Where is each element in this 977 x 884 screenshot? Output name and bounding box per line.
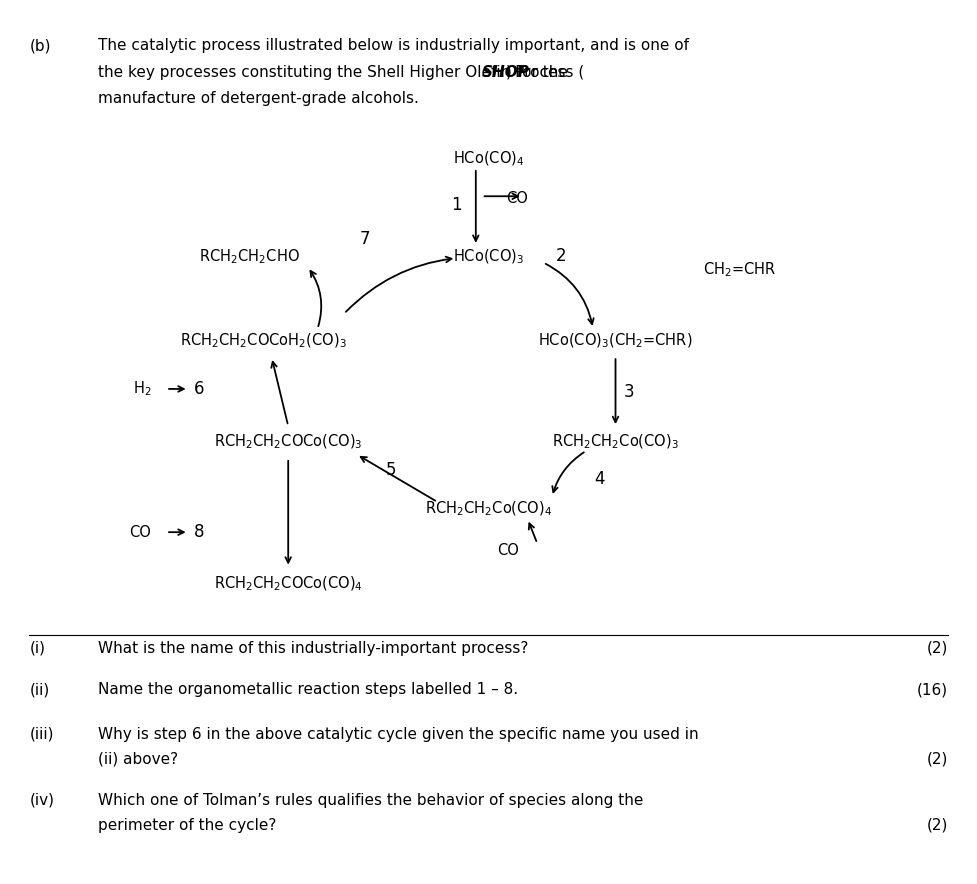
Text: ) for the: ) for the: [506, 65, 569, 80]
Text: RCH$_2$CH$_2$Co(CO)$_4$: RCH$_2$CH$_2$Co(CO)$_4$: [425, 499, 552, 517]
Text: RCH$_2$CH$_2$COCo(CO)$_3$: RCH$_2$CH$_2$COCo(CO)$_3$: [214, 433, 362, 451]
Text: $\mathit{5}$: $\mathit{5}$: [385, 461, 397, 479]
Text: perimeter of the cycle?: perimeter of the cycle?: [98, 818, 276, 833]
Text: Why is step 6 in the above catalytic cycle given the specific name you used in: Why is step 6 in the above catalytic cyc…: [98, 727, 699, 742]
Text: manufacture of detergent-grade alcohols.: manufacture of detergent-grade alcohols.: [98, 91, 418, 106]
Text: (ii) above?: (ii) above?: [98, 751, 178, 766]
Text: (2): (2): [926, 751, 948, 766]
Text: (16): (16): [916, 682, 948, 697]
Text: CH$_2$=CHR: CH$_2$=CHR: [703, 260, 777, 279]
Text: $\mathit{7}$: $\mathit{7}$: [359, 230, 370, 248]
Text: The catalytic process illustrated below is industrially important, and is one of: The catalytic process illustrated below …: [98, 38, 689, 53]
Text: (iv): (iv): [29, 793, 55, 808]
Text: HCo(CO)$_3$(CH$_2$=CHR): HCo(CO)$_3$(CH$_2$=CHR): [538, 332, 693, 349]
Text: CO: CO: [130, 525, 151, 539]
Text: SHOP: SHOP: [483, 65, 531, 80]
Text: RCH$_2$CH$_2$CHO: RCH$_2$CH$_2$CHO: [198, 247, 300, 266]
Text: the key processes constituting the Shell Higher Olefin Process (: the key processes constituting the Shell…: [98, 65, 584, 80]
Text: RCH$_2$CH$_2$COCo(CO)$_4$: RCH$_2$CH$_2$COCo(CO)$_4$: [214, 575, 362, 592]
Text: HCo(CO)$_4$: HCo(CO)$_4$: [452, 150, 525, 168]
Text: $\mathit{6}$: $\mathit{6}$: [193, 380, 205, 398]
Text: RCH$_2$CH$_2$Co(CO)$_3$: RCH$_2$CH$_2$Co(CO)$_3$: [552, 433, 679, 451]
Text: (2): (2): [926, 641, 948, 656]
Text: HCo(CO)$_3$: HCo(CO)$_3$: [453, 248, 524, 265]
Text: $\mathit{1}$: $\mathit{1}$: [450, 196, 462, 214]
Text: H$_2$: H$_2$: [133, 379, 151, 399]
Text: (i): (i): [29, 641, 45, 656]
Text: CO: CO: [497, 544, 519, 558]
Text: Which one of Tolman’s rules qualifies the behavior of species along the: Which one of Tolman’s rules qualifies th…: [98, 793, 643, 808]
Text: RCH$_2$CH$_2$COCoH$_2$(CO)$_3$: RCH$_2$CH$_2$COCoH$_2$(CO)$_3$: [181, 332, 347, 349]
Text: $\mathit{3}$: $\mathit{3}$: [623, 383, 635, 400]
Text: CO: CO: [506, 192, 528, 206]
Text: Name the organometallic reaction steps labelled 1 – 8.: Name the organometallic reaction steps l…: [98, 682, 518, 697]
Text: (iii): (iii): [29, 727, 54, 742]
Text: (b): (b): [29, 38, 51, 53]
Text: $\mathit{8}$: $\mathit{8}$: [193, 523, 205, 541]
Text: $\mathit{2}$: $\mathit{2}$: [555, 248, 566, 265]
Text: (ii): (ii): [29, 682, 50, 697]
Text: $\mathit{4}$: $\mathit{4}$: [594, 470, 606, 488]
Text: (2): (2): [926, 818, 948, 833]
Text: What is the name of this industrially-important process?: What is the name of this industrially-im…: [98, 641, 529, 656]
